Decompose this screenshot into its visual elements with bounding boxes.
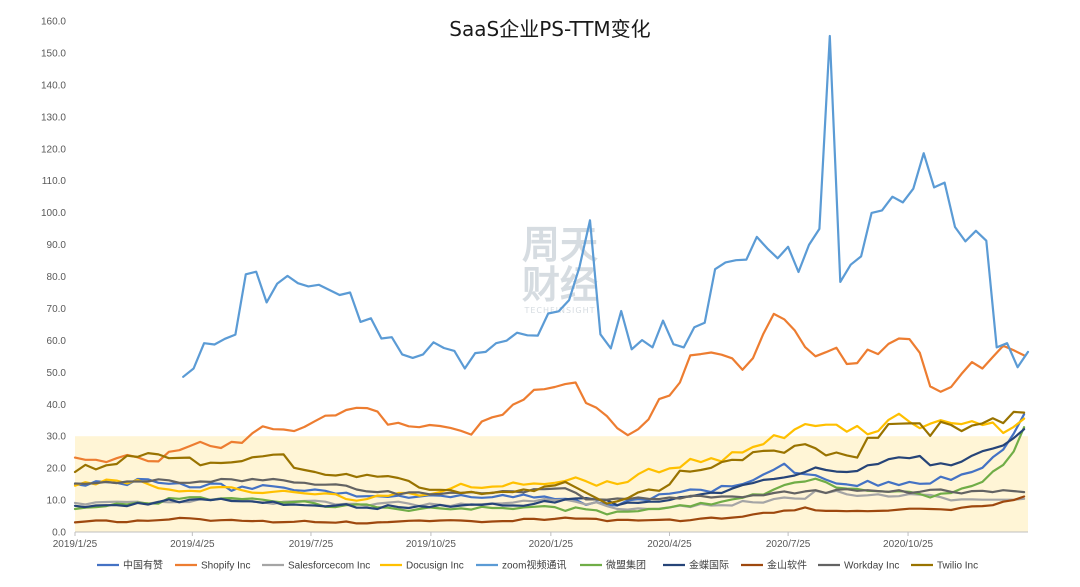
y-tick-label: 130.0 xyxy=(41,112,66,123)
legend-item: Salesforcecom Inc xyxy=(262,561,370,572)
series-line xyxy=(73,410,1026,505)
legend-item: 微盟集团 xyxy=(580,559,646,572)
legend-item: 中国有赞 xyxy=(97,559,163,572)
legend-item: 金蝶国际 xyxy=(663,559,729,572)
y-tick-label: 160.0 xyxy=(41,17,66,28)
x-tick-label: 2020/10/25 xyxy=(883,539,933,550)
chart-title: SaaS企业PS-TTM变化 xyxy=(449,17,650,41)
series-line xyxy=(73,412,1026,502)
series-line xyxy=(73,495,1026,525)
series-line xyxy=(73,428,1026,511)
x-tick-label: 2019/10/25 xyxy=(406,539,456,550)
watermark-line1: 周天 xyxy=(522,223,598,267)
series-line xyxy=(182,34,1030,378)
y-tick-label: 120.0 xyxy=(41,144,66,155)
y-tick-label: 90.0 xyxy=(47,240,67,251)
x-tick-label: 2020/4/25 xyxy=(647,539,692,550)
series-line xyxy=(73,312,1026,464)
legend-item: Twilio Inc xyxy=(911,561,978,572)
x-tick-label: 2019/7/25 xyxy=(289,539,334,550)
legend-label: Twilio Inc xyxy=(937,561,978,572)
legend-label: 中国有赞 xyxy=(123,559,163,572)
y-axis-ticks: 0.0 10.0 20.0 30.0 40.0 50.0 60.0 70.0 80.0 90.0 1… xyxy=(41,17,66,539)
series-layer xyxy=(73,34,1030,525)
y-tick-label: 80.0 xyxy=(47,272,67,283)
y-tick-label: 110.0 xyxy=(42,176,67,187)
y-tick-label: 20.0 xyxy=(47,464,67,475)
y-tick-label: 40.0 xyxy=(47,400,67,411)
y-tick-label: 10.0 xyxy=(47,496,67,507)
legend-label: 金蝶国际 xyxy=(689,559,729,572)
legend-item: 金山软件 xyxy=(741,559,807,572)
y-tick-label: 0.0 xyxy=(52,528,66,539)
legend-label: Workday Inc xyxy=(844,561,899,572)
y-tick-label: 150.0 xyxy=(41,48,66,59)
x-tick-label: 2019/4/25 xyxy=(170,539,215,550)
legend-item: zoom视频通讯 xyxy=(476,559,566,572)
legend-label: 金山软件 xyxy=(767,559,807,572)
x-tick-label: 2019/1/25 xyxy=(53,539,98,550)
legend: 中国有赞 Shopify Inc Salesforcecom Inc Docusign… xyxy=(97,559,978,572)
legend-label: zoom视频通讯 xyxy=(502,559,566,572)
legend-item: Workday Inc xyxy=(818,561,899,572)
legend-label: Docusign Inc xyxy=(406,561,464,572)
y-tick-label: 100.0 xyxy=(41,208,66,219)
y-tick-label: 50.0 xyxy=(47,368,67,379)
legend-label: 微盟集团 xyxy=(606,559,646,572)
x-tick-label: 2020/7/25 xyxy=(766,539,811,550)
y-tick-label: 30.0 xyxy=(47,432,67,443)
legend-item: Docusign Inc xyxy=(380,561,464,572)
x-axis-ticks: 2019/1/25 2019/4/25 2019/7/25 2019/10/25 202… xyxy=(53,532,934,550)
series-line xyxy=(73,477,1026,501)
y-tick-label: 60.0 xyxy=(47,336,67,347)
series-line xyxy=(73,413,1026,507)
legend-item: Shopify Inc xyxy=(175,561,250,572)
legend-label: Shopify Inc xyxy=(201,561,250,572)
y-tick-label: 70.0 xyxy=(47,304,67,315)
watermark-line2: 财经 xyxy=(522,263,598,307)
legend-label: Salesforcecom Inc xyxy=(288,561,370,572)
y-tick-label: 140.0 xyxy=(41,80,66,91)
x-tick-label: 2020/1/25 xyxy=(529,539,574,550)
